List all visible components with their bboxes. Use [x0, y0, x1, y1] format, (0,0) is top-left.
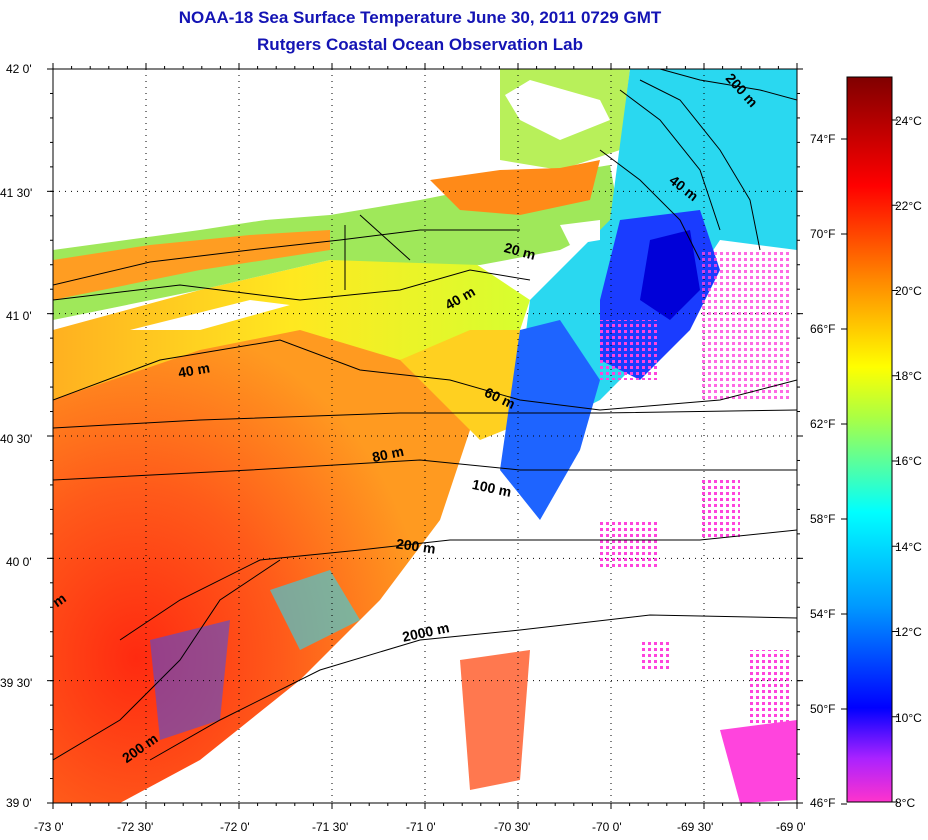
lat-label: 40 0' [6, 555, 32, 569]
colorbar [846, 76, 893, 803]
lat-label: 39 0' [6, 796, 32, 810]
lon-label: -72 0' [220, 820, 250, 834]
colorbar-f-label: 58°F [810, 512, 836, 526]
isobath-lines [53, 69, 797, 761]
colorbar-c-label: 22°C [895, 199, 922, 213]
colorbar-f-label: 66°F [810, 322, 836, 336]
lon-label: -70 30' [494, 820, 531, 834]
colorbar-c-label: 20°C [895, 284, 922, 298]
grid-lines [53, 69, 797, 803]
colorbar-f-label: 62°F [810, 417, 836, 431]
lat-label: 41 30' [0, 186, 33, 200]
colorbar-f-label: 50°F [810, 702, 836, 716]
lat-label: 42 0' [6, 62, 32, 76]
colorbar-c-label: 16°C [895, 454, 922, 468]
lat-label: 40 30' [0, 432, 33, 446]
lon-label: -72 30' [117, 820, 154, 834]
colorbar-f-label: 54°F [810, 607, 836, 621]
colorbar-c-label: 10°C [895, 711, 922, 725]
lon-label: -71 0' [406, 820, 436, 834]
lon-label: -71 30' [312, 820, 349, 834]
lon-label: -69 30' [677, 820, 714, 834]
colorbar-f-label: 70°F [810, 227, 836, 241]
lat-label: 41 0' [6, 309, 32, 323]
colorbar-c-label: 12°C [895, 625, 922, 639]
colorbar-c-label: 24°C [895, 114, 922, 128]
chart-title: NOAA-18 Sea Surface Temperature June 30,… [178, 8, 662, 27]
chart-subtitle: Rutgers Coastal Ocean Observation Lab [257, 35, 583, 54]
colorbar-f-label: 46°F [810, 796, 836, 810]
axis-ticks [47, 63, 803, 809]
colorbar-f-label: 74°F [810, 132, 836, 146]
colorbar-ticks [841, 119, 898, 805]
lon-label: -73 0' [34, 820, 64, 834]
lon-label: -70 0' [592, 820, 622, 834]
lon-label: -69 0' [776, 820, 806, 834]
lat-label: 39 30' [0, 676, 33, 690]
colorbar-c-label: 18°C [895, 369, 922, 383]
colorbar-c-label: 14°C [895, 540, 922, 554]
colorbar-c-label: 8°C [895, 796, 916, 810]
